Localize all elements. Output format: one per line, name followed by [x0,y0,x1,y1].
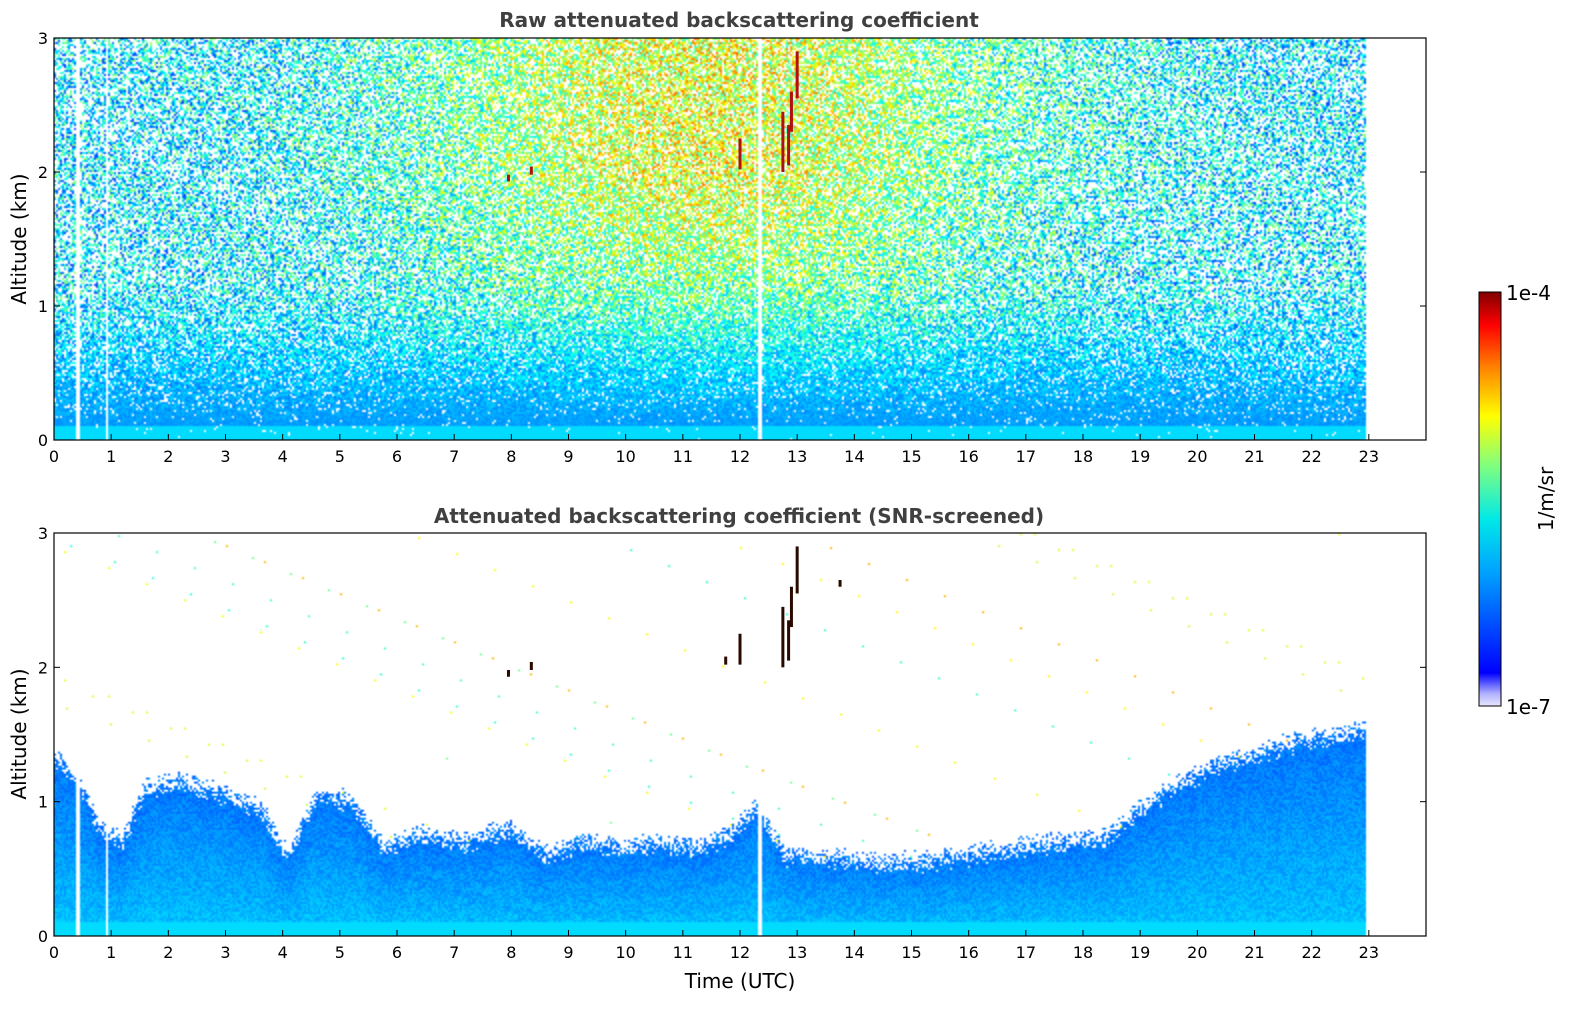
cloud-feature [529,661,533,671]
x-tick-label: 2 [163,943,173,962]
x-tick-label: 22 [1301,943,1321,962]
colorbar-gradient [1478,291,1502,707]
y-axis-label: Altitude (km) [7,173,31,304]
x-tick-label: 3 [220,943,230,962]
panel-title: Raw attenuated backscattering coefficien… [499,8,979,32]
cloud-feature [738,138,742,170]
x-tick-label: 0 [49,447,59,466]
x-tick-label: 16 [958,943,978,962]
x-tick-label: 16 [958,447,978,466]
x-tick-label: 20 [1187,943,1207,962]
x-tick-label: 10 [615,943,635,962]
cloud-feature [789,91,793,132]
x-tick-label: 5 [335,447,345,466]
x-tick-label: 3 [220,447,230,466]
x-tick-label: 17 [1016,943,1036,962]
cloud-feature [529,166,533,175]
x-tick-label: 15 [901,447,921,466]
x-axis-ticks: 0 1 2 3 4 5 6 7 8 9 10 11 12 13 14 15 16 17 18 19 20 21 22 23 [49,930,1379,962]
x-tick-label: 13 [787,447,807,466]
y-tick-label: 0 [38,431,48,450]
cloud-feature [795,51,799,99]
x-tick-label: 23 [1359,943,1379,962]
y-tick-label: 1 [38,297,48,316]
backscatter-heatmap [54,38,1426,440]
cloud-feature [789,586,793,628]
y-tick-label: 0 [38,927,48,946]
x-tick-label: 22 [1301,447,1321,466]
colorbar: 1e-4 1e-7 1/m/sr [1478,281,1558,719]
x-tick-label: 19 [1130,447,1150,466]
x-tick-label: 4 [278,447,288,466]
x-tick-label: 9 [563,447,573,466]
x-tick-label: 14 [844,943,864,962]
x-tick-label: 18 [1073,447,1093,466]
x-tick-label: 8 [506,447,516,466]
x-tick-label: 19 [1130,943,1150,962]
cloud-feature [781,111,785,172]
cloud-feature [724,656,728,665]
x-tick-label: 7 [449,943,459,962]
x-tick-label: 10 [615,447,635,466]
x-tick-label: 5 [335,943,345,962]
x-tick-label: 18 [1073,943,1093,962]
x-tick-label: 11 [673,943,693,962]
cloud-features [506,51,799,182]
y-axis-ticks: 0 1 2 3 [38,524,1426,946]
x-axis-label: Time (UTC) [684,969,796,993]
y-tick-label: 3 [38,524,48,543]
x-tick-label: 23 [1359,447,1379,466]
y-tick-label: 2 [38,163,48,182]
x-tick-label: 1 [106,447,116,466]
cloud-feature [787,125,791,166]
x-tick-label: 17 [1016,447,1036,466]
y-axis-ticks: 0 1 2 3 [38,29,1426,450]
x-tick-label: 13 [787,943,807,962]
y-tick-label: 2 [38,658,48,677]
x-tick-label: 12 [730,447,750,466]
x-tick-label: 6 [392,943,402,962]
x-tick-label: 8 [506,943,516,962]
x-tick-label: 4 [278,943,288,962]
x-tick-label: 7 [449,447,459,466]
x-tick-label: 11 [673,447,693,466]
colorbar-unit-label: 1/m/sr [1534,466,1558,531]
cloud-feature [781,606,785,668]
cloud-feature [506,670,510,677]
colorbar-min-label: 1e-7 [1506,695,1551,719]
raw-backscatter-panel: Raw attenuated backscattering coefficien… [7,8,1427,466]
cloud-features [506,546,842,677]
colorbar-max-label: 1e-4 [1506,281,1551,305]
x-tick-label: 9 [563,943,573,962]
x-tick-label: 12 [730,943,750,962]
x-tick-label: 0 [49,943,59,962]
x-tick-label: 15 [901,943,921,962]
cloud-feature [838,580,842,587]
x-tick-label: 14 [844,447,864,466]
y-tick-label: 1 [38,793,48,812]
snr-screened-panel: Attenuated backscattering coefficient (S… [7,504,1427,993]
x-tick-label: 21 [1244,447,1264,466]
x-tick-label: 21 [1244,943,1264,962]
x-tick-label: 2 [163,447,173,466]
y-axis-label: Altitude (km) [7,668,31,799]
cloud-feature [738,633,742,665]
y-tick-label: 3 [38,29,48,48]
x-tick-label: 20 [1187,447,1207,466]
cloud-feature [787,620,791,661]
x-tick-label: 6 [392,447,402,466]
backscatter-heatmap [54,533,1426,936]
cloud-feature [506,174,510,182]
x-tick-label: 1 [106,943,116,962]
cloud-feature [795,546,799,594]
x-axis-ticks: 0 1 2 3 4 5 6 7 8 9 10 11 12 13 14 15 16 17 18 19 20 21 22 23 [49,434,1379,466]
panel-title: Attenuated backscattering coefficient (S… [434,504,1044,528]
